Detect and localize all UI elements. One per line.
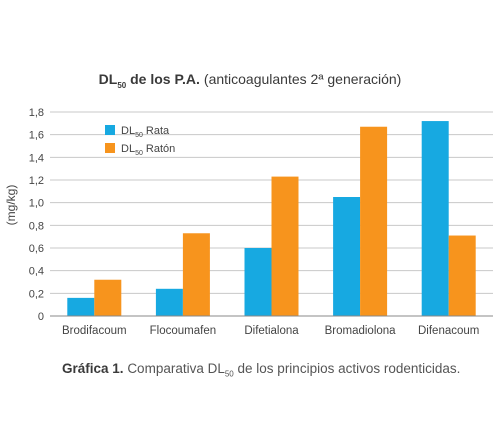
legend-label: DL50 Rata <box>121 125 170 139</box>
legend: DL50 Rata DL50 Ratón <box>105 125 175 157</box>
chart-title-subscript: 50 <box>117 81 126 90</box>
category-label: Brodifacoum <box>62 325 127 337</box>
y-axis-label: (mg/kg) <box>4 185 18 226</box>
y-tick-labels: 0 0,2 0,4 0,6 0,8 1,0 1,2 1,4 1,6 1,8 <box>29 107 44 323</box>
y-tick-label: 0,4 <box>29 266 44 278</box>
y-tick-label: 1,4 <box>29 152 44 164</box>
legend-label: DL50 Ratón <box>121 143 175 157</box>
bar-rata <box>421 121 449 316</box>
y-tick-label: 1,0 <box>29 198 44 210</box>
bar-rata <box>244 248 272 316</box>
chart-title: DL50 de los P.A. (anticoagulantes 2ª gene… <box>99 71 402 90</box>
bar-raton <box>182 233 210 316</box>
caption-text-before: Comparativa DL <box>127 361 225 376</box>
caption-label: Gráfica 1. <box>62 361 124 376</box>
bar-rata <box>155 288 183 316</box>
legend-swatch <box>105 143 115 153</box>
bar-raton <box>448 235 476 316</box>
category-labels: Brodifacoum Flocoumafen Difetialona Bromadi… <box>62 325 479 337</box>
bar-rata <box>67 297 95 316</box>
category-label: Difenacoum <box>418 325 479 337</box>
y-tick-label: 0 <box>38 311 44 323</box>
y-tick-label: 1,2 <box>29 175 44 187</box>
category-label: Bromadiolona <box>325 325 397 337</box>
y-tick-label: 0,8 <box>29 220 44 232</box>
caption-subscript: 50 <box>224 369 234 379</box>
y-tick-label: 1,8 <box>29 107 44 119</box>
y-tick-label: 1,6 <box>29 130 44 142</box>
y-tick-label: 0,2 <box>29 288 44 300</box>
chart-title-main-rest: de los P.A. <box>126 71 200 87</box>
bar-raton <box>360 126 388 316</box>
bar-raton <box>271 176 299 316</box>
svg-text:DL50 de los P.A.(anticoagulant: DL50 de los P.A. (anticoagulantes 2ª gene… <box>99 71 402 90</box>
bar-raton <box>94 279 122 316</box>
category-label: Difetialona <box>244 325 299 337</box>
legend-swatch <box>105 125 115 135</box>
chart-title-sub: (anticoagulantes 2ª generación) <box>204 71 401 87</box>
bars <box>67 121 476 316</box>
figure-caption: Gráfica 1. Comparativa DL50 de los princ… <box>62 361 460 379</box>
category-label: Flocoumafen <box>150 325 216 337</box>
bar-rata <box>333 197 361 316</box>
caption-text-after: de los principios activos rodenticidas. <box>237 361 461 376</box>
y-tick-label: 0,6 <box>29 243 44 255</box>
chart-title-main: DL <box>99 71 118 87</box>
